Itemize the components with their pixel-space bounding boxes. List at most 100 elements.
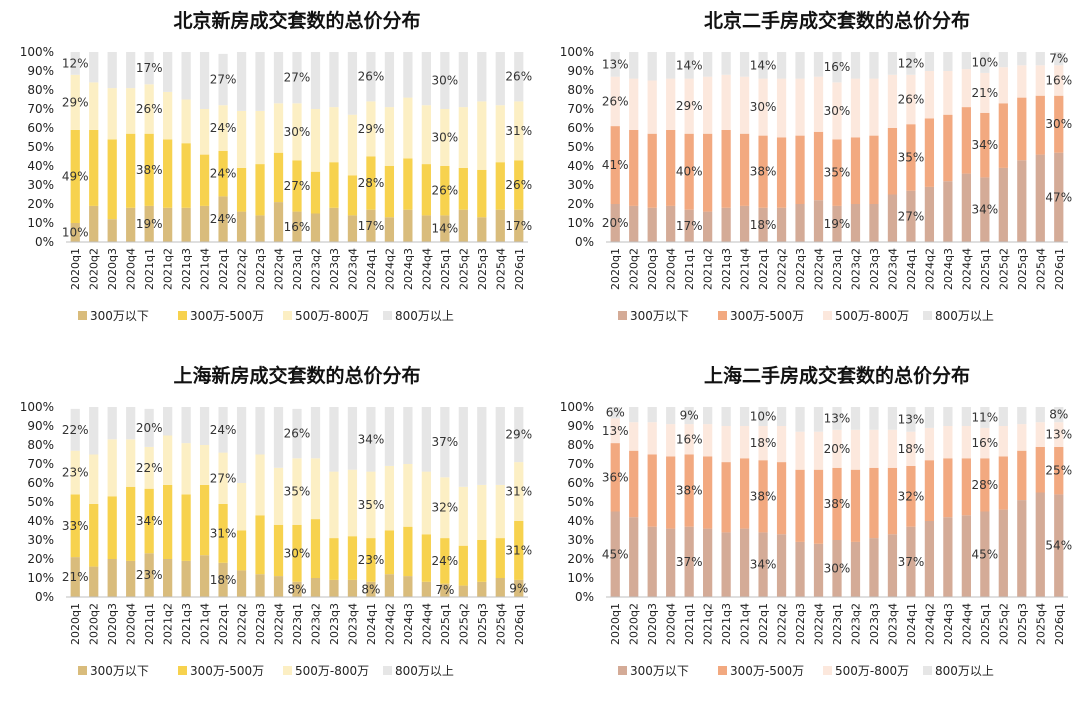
- x-tick-label: 2023q1: [291, 603, 304, 645]
- bar-segment-2023q2-s0: [850, 204, 861, 242]
- x-tick-label: 2026q1: [1053, 248, 1066, 290]
- bar-segment-2020q3-s0: [107, 219, 117, 242]
- x-tick-label: 2024q2: [383, 603, 396, 645]
- bars-group: [610, 52, 1064, 242]
- bar-segment-2022q2-s3: [776, 407, 787, 426]
- x-tick-label: 2022q1: [757, 603, 770, 645]
- bar-segment-2025q3-s1: [1017, 450, 1027, 501]
- data-label: 27%: [210, 73, 237, 87]
- bar-segment-2022q2-s2: [776, 78, 787, 138]
- bar-segment-2021q2-s0: [163, 207, 173, 242]
- bar-segment-2024q1-s0: [906, 190, 916, 242]
- bar-segment-2023q1-s3: [832, 52, 842, 83]
- bar-segment-2025q3-s0: [477, 581, 487, 597]
- y-tick-label: 100%: [560, 400, 594, 414]
- bar-segment-2024q2-s0: [384, 574, 395, 597]
- x-tick-label: 2021q2: [702, 603, 715, 645]
- data-label: 26%: [505, 178, 532, 192]
- bar-segment-2026q1-s0: [514, 579, 524, 597]
- y-tick-label: 50%: [567, 495, 594, 509]
- bar-segment-2023q2-s1: [850, 137, 861, 204]
- bar-segment-2020q1-s3: [610, 52, 620, 77]
- bar-segment-2025q2-s0: [998, 167, 1008, 242]
- x-tick-label: 2020q4: [665, 248, 678, 290]
- bar-segment-2022q4-s3: [813, 52, 824, 77]
- bar-segment-2022q3-s0: [255, 574, 265, 597]
- y-tick-label: 30%: [27, 178, 54, 192]
- data-label: 16%: [284, 220, 311, 234]
- bar-segment-2024q4-s3: [961, 52, 971, 70]
- data-label: 24%: [432, 554, 459, 568]
- x-tick-label: 2020q2: [88, 603, 101, 645]
- x-tick-label: 2025q1: [979, 603, 992, 645]
- bar-segment-2020q4-s0: [666, 205, 676, 242]
- x-tick-label: 2020q3: [106, 248, 119, 290]
- bar-segment-2021q3-s2: [721, 426, 731, 463]
- bar-segment-2025q2-s3: [458, 407, 468, 487]
- bar-segment-2024q2-s3: [924, 52, 935, 71]
- bar-segment-2021q4-s2: [739, 426, 750, 459]
- bar-segment-2022q4-s2: [273, 467, 284, 525]
- bar-segment-2024q3-s3: [403, 407, 413, 464]
- x-tick-label: 2020q4: [125, 248, 138, 290]
- data-label: 20%: [602, 216, 629, 230]
- data-label: 26%: [432, 184, 459, 198]
- x-tick-label: 2025q3: [476, 248, 489, 290]
- bar-segment-2022q4-s1: [813, 469, 824, 544]
- data-label: 37%: [432, 435, 459, 449]
- x-tick-label: 2021q3: [720, 248, 733, 290]
- bar-segment-2020q2-s1: [89, 503, 99, 567]
- bar-segment-2020q4-s1: [126, 133, 136, 208]
- bar-segment-2025q1-s1: [980, 458, 990, 512]
- chart-shanghai-new-homes: 上海新房成交套数的总价分布 0% 10% 20% 30% 40% 50% 60% 70% 80% 9…: [20, 364, 532, 678]
- x-tick-label: 2021q1: [683, 248, 696, 290]
- bar-segment-2022q1-s1: [758, 135, 768, 208]
- bar-segment-2021q4-s1: [739, 458, 750, 529]
- legend-label-2: 500万-800万: [295, 664, 369, 678]
- x-tick-label: 2024q2: [923, 603, 936, 645]
- bar-segment-2021q1-s1: [684, 133, 694, 210]
- legend-swatch-2: [283, 311, 292, 320]
- bar-segment-2023q1-s3: [832, 407, 842, 430]
- bar-segment-2023q1-s0: [292, 581, 302, 597]
- data-label: 8%: [361, 582, 380, 596]
- bar-segment-2023q1-s2: [832, 429, 842, 468]
- x-tick-label: 2023q1: [831, 248, 844, 290]
- data-label: 54%: [1045, 539, 1072, 553]
- bar-segment-2025q2-s1: [998, 456, 1008, 510]
- bar-segment-2022q3-s1: [255, 515, 265, 575]
- bar-segment-2024q3-s0: [943, 517, 953, 597]
- bar-segment-2021q4-s3: [199, 407, 210, 445]
- x-tick-label: 2024q3: [402, 248, 415, 290]
- bar-segment-2022q1-s1: [218, 150, 228, 197]
- x-tick-label: 2024q1: [905, 603, 918, 645]
- legend-swatch-2: [283, 666, 292, 675]
- x-tick-label: 2025q2: [997, 603, 1010, 645]
- legend-swatch-0: [618, 311, 627, 320]
- data-label: 12%: [62, 56, 89, 70]
- legend-swatch-0: [78, 311, 87, 320]
- x-tick-label: 2026q1: [513, 603, 526, 645]
- bar-segment-2021q3-s3: [181, 407, 191, 444]
- bar-segment-2020q2-s3: [89, 407, 99, 455]
- bar-segment-2021q3-s1: [181, 494, 191, 561]
- bar-segment-2023q3-s0: [869, 204, 879, 242]
- bar-segment-2020q2-s3: [629, 407, 639, 423]
- x-tick-label: 2024q4: [420, 603, 433, 645]
- bar-segment-2021q1-s0: [144, 553, 154, 597]
- bar-segment-2020q3-s3: [107, 407, 117, 440]
- bar-segment-2022q4-s0: [813, 543, 824, 597]
- bar-segment-2020q4-s3: [666, 407, 676, 425]
- bar-segment-2024q4-s0: [961, 515, 971, 597]
- data-label: 26%: [358, 70, 385, 84]
- data-label: 34%: [972, 138, 999, 152]
- bar-segment-2025q2-s3: [998, 52, 1008, 68]
- bar-segment-2023q1-s1: [832, 139, 842, 206]
- data-label: 14%: [432, 222, 459, 236]
- bar-segment-2023q4-s3: [347, 407, 358, 470]
- bar-segment-2021q4-s3: [739, 407, 750, 426]
- bar-segment-2023q2-s0: [310, 213, 321, 242]
- bar-segment-2022q3-s2: [255, 110, 265, 165]
- data-label: 24%: [210, 423, 237, 437]
- bar-segment-2025q2-s2: [998, 426, 1008, 457]
